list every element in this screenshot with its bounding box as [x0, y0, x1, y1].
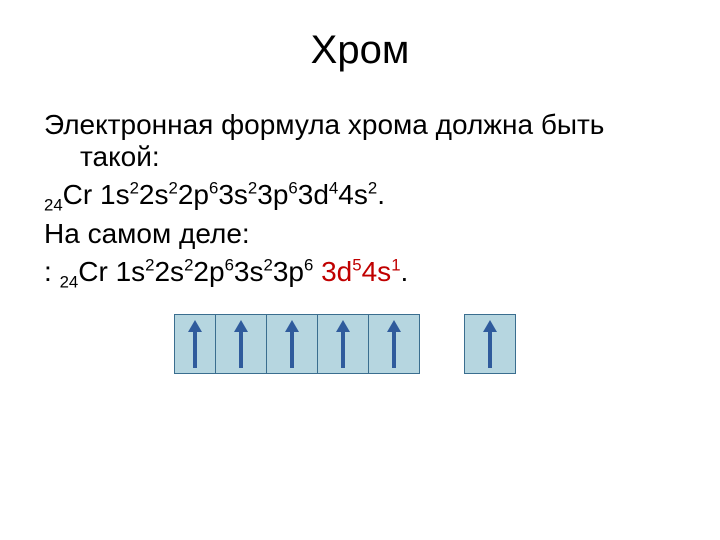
orbital-cell	[368, 314, 420, 374]
config-2-black: 1s22s22p63s23p6	[116, 256, 314, 287]
orbital-diagram	[174, 314, 676, 374]
orbital-group-3d	[174, 314, 420, 374]
spin-up-arrow-icon	[285, 320, 299, 368]
atomic-number-1: 24	[44, 196, 63, 215]
atomic-number-2: 24	[60, 272, 79, 291]
spin-up-arrow-icon	[387, 320, 401, 368]
orbital-cell	[215, 314, 267, 374]
slide-title: Хром	[44, 28, 676, 73]
spin-up-arrow-icon	[483, 320, 497, 368]
formula-expected: 24Cr 1s22s22p63s23p63d44s2.	[44, 179, 676, 211]
spin-up-arrow-icon	[188, 320, 202, 368]
slide: Хром Электронная формула хрома должна бы…	[0, 0, 720, 540]
formula-2-tail: .	[401, 256, 409, 287]
orbital-cell	[464, 314, 516, 374]
orbital-cell	[317, 314, 369, 374]
element-symbol-2: Cr	[78, 256, 108, 287]
orbital-cell	[174, 314, 216, 374]
intro-line-2: На самом деле:	[44, 218, 676, 250]
slide-body: Электронная формула хрома должна быть та…	[44, 109, 676, 374]
spin-up-arrow-icon	[336, 320, 350, 368]
formula-1-tail: .	[377, 179, 385, 210]
orbital-cell	[266, 314, 318, 374]
element-symbol-1: Cr	[63, 179, 93, 210]
orbital-group-4s	[464, 314, 516, 374]
config-2-red: 3d54s1	[321, 256, 400, 287]
formula-2-prefix: :	[44, 256, 60, 287]
config-1-terms: 1s22s22p63s23p63d44s2	[100, 179, 377, 210]
formula-actual: : 24Cr 1s22s22p63s23p6 3d54s1.	[44, 256, 676, 288]
intro-line-1: Электронная формула хрома должна быть та…	[44, 109, 676, 173]
spin-up-arrow-icon	[234, 320, 248, 368]
